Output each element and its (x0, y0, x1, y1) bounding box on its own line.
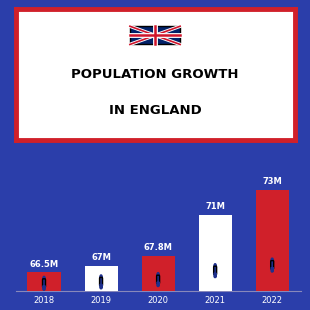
Bar (256, 190, 289, 291)
Bar (199, 215, 232, 291)
Bar (142, 256, 175, 291)
Circle shape (43, 276, 45, 281)
Circle shape (157, 273, 159, 278)
FancyBboxPatch shape (271, 261, 274, 269)
FancyBboxPatch shape (100, 277, 103, 286)
Text: 71M: 71M (205, 202, 225, 211)
Text: 67.8M: 67.8M (144, 243, 173, 252)
Text: IN ENGLAND: IN ENGLAND (108, 104, 202, 117)
Circle shape (100, 275, 102, 280)
Bar (85, 266, 117, 291)
FancyBboxPatch shape (214, 266, 217, 275)
Text: 67M: 67M (91, 253, 111, 262)
FancyBboxPatch shape (42, 279, 46, 287)
Text: 73M: 73M (262, 177, 282, 186)
Circle shape (214, 264, 216, 269)
FancyBboxPatch shape (157, 275, 160, 284)
Text: 66.5M: 66.5M (29, 260, 59, 269)
Circle shape (271, 258, 273, 263)
Bar (28, 272, 60, 291)
FancyBboxPatch shape (130, 26, 180, 44)
Text: POPULATION GROWTH: POPULATION GROWTH (71, 68, 239, 81)
